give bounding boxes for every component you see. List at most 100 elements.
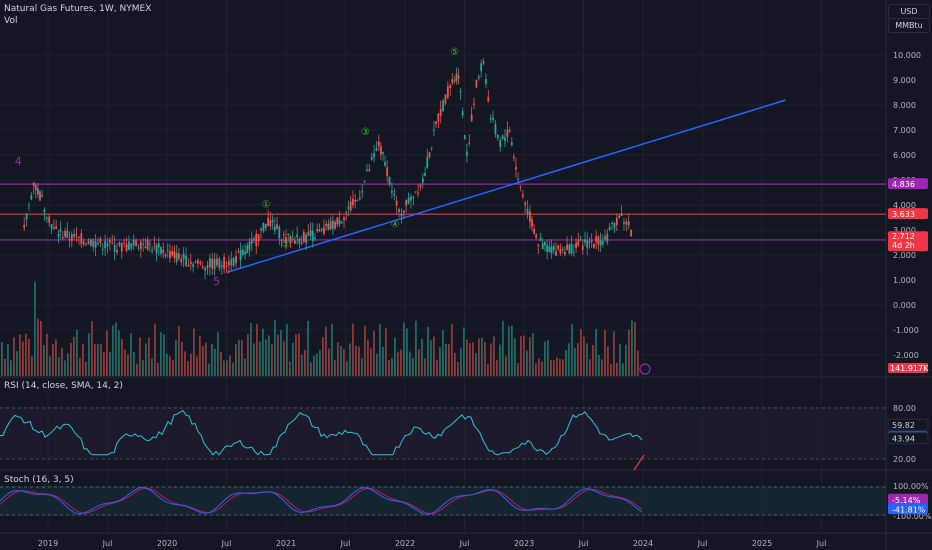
volume-bar xyxy=(376,353,378,376)
volume-bar xyxy=(418,348,420,376)
candle-body xyxy=(437,113,440,122)
volume-bar xyxy=(52,343,54,376)
volume-bar xyxy=(193,328,195,376)
candle-body xyxy=(347,206,350,209)
volume-bar xyxy=(604,329,606,376)
candle-body xyxy=(473,103,475,105)
volume-bar xyxy=(445,343,447,376)
stoch-value-label: -41.81% xyxy=(892,505,926,514)
stoch-value-label: -5.14% xyxy=(892,496,921,505)
candle-body xyxy=(384,162,386,166)
candle-body xyxy=(593,244,595,248)
candle-body xyxy=(34,185,37,191)
candle-body xyxy=(439,108,442,116)
volume-bar xyxy=(130,333,132,376)
candle-body xyxy=(459,90,462,92)
unit-box[interactable]: MMBtu xyxy=(888,18,930,33)
candle-body xyxy=(519,186,522,188)
volume-bar xyxy=(424,358,426,376)
candle-body xyxy=(331,220,334,229)
candle-body xyxy=(32,182,35,186)
volume-bar xyxy=(319,350,321,376)
volume-bar xyxy=(451,324,453,376)
wave-label: 5 xyxy=(213,275,220,288)
volume-bar xyxy=(607,346,609,376)
volume-bar xyxy=(505,356,507,376)
volume-bar xyxy=(88,333,90,376)
volume-bar xyxy=(211,343,213,376)
candle-body xyxy=(430,148,433,150)
candle-body xyxy=(78,236,80,238)
candle-body xyxy=(55,226,58,229)
volume-bar xyxy=(490,343,492,376)
candle-body xyxy=(250,238,253,244)
candle-body xyxy=(400,214,403,217)
volume-bar xyxy=(160,332,162,376)
candle-body xyxy=(373,153,375,158)
candle-body xyxy=(506,129,509,137)
marker-line xyxy=(633,454,645,471)
volume-bar xyxy=(67,353,69,376)
volume-bar xyxy=(367,339,369,376)
currency-box[interactable]: USD xyxy=(888,4,930,19)
volume-bar xyxy=(580,328,582,376)
candle-body xyxy=(316,228,319,232)
candle-body xyxy=(230,258,233,266)
candle-body xyxy=(504,137,506,142)
volume-bar xyxy=(154,323,156,376)
volume-bar xyxy=(139,337,141,376)
volume-bar xyxy=(361,358,363,376)
volume-bar xyxy=(34,281,36,376)
candle-body xyxy=(494,123,497,135)
candle-body xyxy=(142,243,145,245)
volume-bar xyxy=(76,329,78,376)
candle-body xyxy=(557,245,560,249)
candle-body xyxy=(361,191,364,193)
wave-label: ③ xyxy=(361,127,370,138)
volume-bar xyxy=(592,345,594,376)
last-price-tag xyxy=(888,231,928,252)
candle-body xyxy=(601,241,604,245)
candle-body xyxy=(30,195,33,200)
x-tick-label: 2022 xyxy=(395,539,415,548)
volume-bar xyxy=(475,353,477,376)
candle-body xyxy=(269,220,272,227)
candle-body xyxy=(352,198,354,206)
volume-bar xyxy=(196,356,198,376)
candle-body xyxy=(579,239,582,241)
candle-body xyxy=(391,190,393,193)
event-marker-icon xyxy=(639,363,651,375)
candle-body xyxy=(194,262,197,264)
volume-bar xyxy=(325,326,327,376)
candle-body xyxy=(375,148,378,152)
volume-bar xyxy=(487,363,489,376)
candle-body xyxy=(302,231,305,242)
x-tick-label: Jul xyxy=(340,539,351,548)
candle-body xyxy=(435,121,438,124)
volume-bar xyxy=(13,337,15,376)
candle-body xyxy=(426,157,429,168)
candle-body xyxy=(151,250,154,252)
x-tick-label: Jul xyxy=(459,539,470,548)
volume-bar xyxy=(388,360,390,376)
volume-bar xyxy=(364,325,366,376)
candle-body xyxy=(618,215,621,219)
volume-bar xyxy=(313,355,315,376)
volume-bar xyxy=(601,359,603,376)
candle-body xyxy=(208,258,211,268)
candle-body xyxy=(204,268,206,271)
volume-bar xyxy=(187,361,189,376)
volume-bar xyxy=(532,333,534,376)
volume-bar xyxy=(280,330,282,376)
candle-body xyxy=(291,238,294,240)
candle-body xyxy=(123,242,126,244)
volume-bar xyxy=(478,338,480,376)
candle-body xyxy=(227,261,230,266)
level-tag xyxy=(888,178,928,190)
candle-body xyxy=(294,240,296,244)
candle-body xyxy=(620,213,623,216)
volume-bar xyxy=(262,328,264,376)
volume-bar xyxy=(235,344,237,376)
